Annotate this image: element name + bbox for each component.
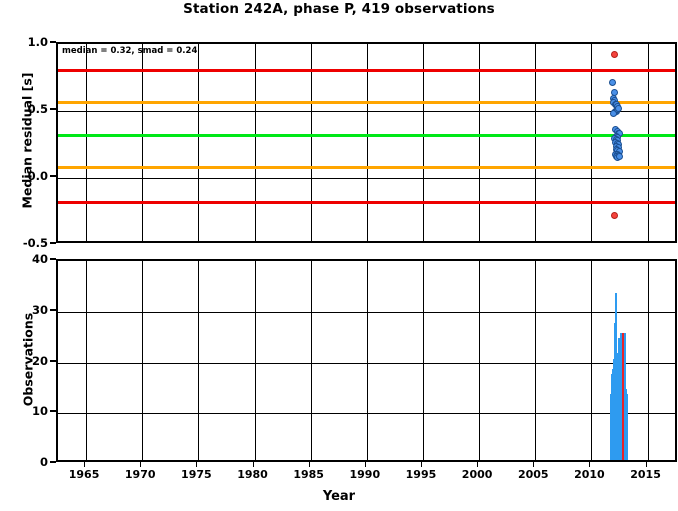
vertical-gridline	[591, 261, 593, 460]
x-axis-tick-label: 2015	[630, 468, 661, 481]
vertical-gridline	[535, 261, 537, 460]
lower-outlier-line	[58, 200, 675, 204]
chart-title: Station 242A, phase P, 419 observations	[183, 1, 495, 17]
y-axis-tick-mark	[50, 410, 56, 413]
vertical-gridline	[142, 261, 144, 460]
horizontal-gridline	[58, 178, 675, 179]
upper-outlier-line	[58, 69, 675, 73]
outlier-point	[610, 211, 618, 219]
outlier-point	[611, 51, 619, 59]
y-axis-label-residual: Median residual [s]	[19, 72, 35, 209]
y-axis-tick-mark	[50, 41, 56, 43]
vertical-gridline	[647, 44, 649, 241]
lower-smad-line	[58, 165, 675, 169]
reference-year-line	[621, 333, 624, 460]
y-axis-tick-label: 10	[31, 404, 48, 419]
x-axis-tick-mark	[84, 462, 86, 467]
statistics-annotation: median = 0.32, smad = 0.24	[62, 46, 198, 56]
x-axis-tick-mark	[645, 462, 647, 467]
y-axis-tick-label: 0	[39, 455, 48, 469]
y-axis-tick-mark	[50, 258, 56, 260]
x-axis-tick-label: 1980	[237, 468, 268, 481]
x-axis-tick-mark	[420, 462, 422, 467]
data-point	[609, 78, 617, 86]
histogram-bar	[626, 394, 629, 460]
median-line	[58, 133, 675, 137]
vertical-gridline	[142, 44, 144, 241]
vertical-gridline	[422, 261, 424, 460]
data-point	[615, 153, 623, 161]
x-axis-tick-label: 1965	[68, 468, 100, 481]
y-axis-tick-label: 1.0	[27, 35, 48, 49]
x-axis-tick-label: 1995	[405, 468, 437, 481]
vertical-gridline	[86, 44, 88, 241]
y-axis-tick-label: -0.5	[22, 236, 48, 250]
residual-panel: median = 0.32, smad = 0.24	[56, 42, 677, 243]
y-axis-tick-mark	[50, 308, 56, 311]
x-axis-tick-mark	[252, 462, 254, 467]
x-axis-tick-label: 1990	[349, 468, 381, 481]
x-axis-tick-mark	[477, 462, 479, 467]
vertical-gridline	[366, 44, 368, 241]
x-axis-tick-mark	[140, 462, 142, 467]
vertical-gridline	[647, 261, 649, 460]
vertical-gridline	[254, 44, 256, 241]
x-axis-tick-label: 2010	[574, 468, 605, 481]
x-axis-tick-label: 2000	[461, 468, 493, 481]
y-axis-tick-label: 0.0	[27, 169, 48, 183]
vertical-gridline	[310, 261, 312, 460]
x-axis-tick-mark	[589, 462, 591, 467]
y-axis-tick-mark	[50, 108, 56, 110]
x-axis-tick-label: 1975	[181, 468, 212, 481]
data-point	[614, 105, 622, 113]
y-axis-tick-mark	[50, 359, 56, 362]
x-axis-tick-label: 1985	[293, 468, 324, 481]
horizontal-gridline	[58, 111, 675, 112]
x-axis-tick-mark	[364, 462, 366, 467]
y-axis-tick-label: 20	[31, 353, 48, 368]
residual-plot-area: median = 0.32, smad = 0.24	[58, 44, 675, 241]
x-axis-label: Year	[322, 489, 356, 504]
observations-plot-area	[58, 261, 675, 460]
vertical-gridline	[366, 261, 368, 460]
vertical-gridline	[198, 261, 200, 460]
horizontal-gridline	[58, 311, 675, 313]
vertical-gridline	[310, 44, 312, 241]
vertical-gridline	[198, 44, 200, 241]
observations-panel	[56, 259, 677, 462]
vertical-gridline	[422, 44, 424, 241]
y-axis-tick-mark	[50, 242, 56, 244]
y-axis-tick-mark	[50, 461, 56, 463]
y-axis-tick-label: 0.5	[27, 102, 48, 116]
upper-smad-line	[58, 101, 675, 105]
x-axis-tick-mark	[308, 462, 310, 467]
vertical-gridline	[479, 44, 481, 241]
vertical-gridline	[479, 261, 481, 460]
vertical-gridline	[591, 44, 593, 241]
y-axis-tick-mark	[50, 175, 56, 177]
vertical-gridline	[535, 44, 537, 241]
horizontal-gridline	[58, 362, 675, 364]
y-axis-tick-label: 30	[31, 302, 48, 317]
vertical-gridline	[254, 261, 256, 460]
x-axis-tick-label: 1970	[124, 468, 156, 481]
x-axis-tick-mark	[533, 462, 535, 467]
horizontal-gridline	[58, 413, 675, 415]
vertical-gridline	[86, 261, 88, 460]
x-axis-tick-label: 2005	[517, 468, 549, 481]
x-axis-tick-mark	[196, 462, 198, 467]
y-axis-tick-label: 40	[31, 252, 48, 266]
